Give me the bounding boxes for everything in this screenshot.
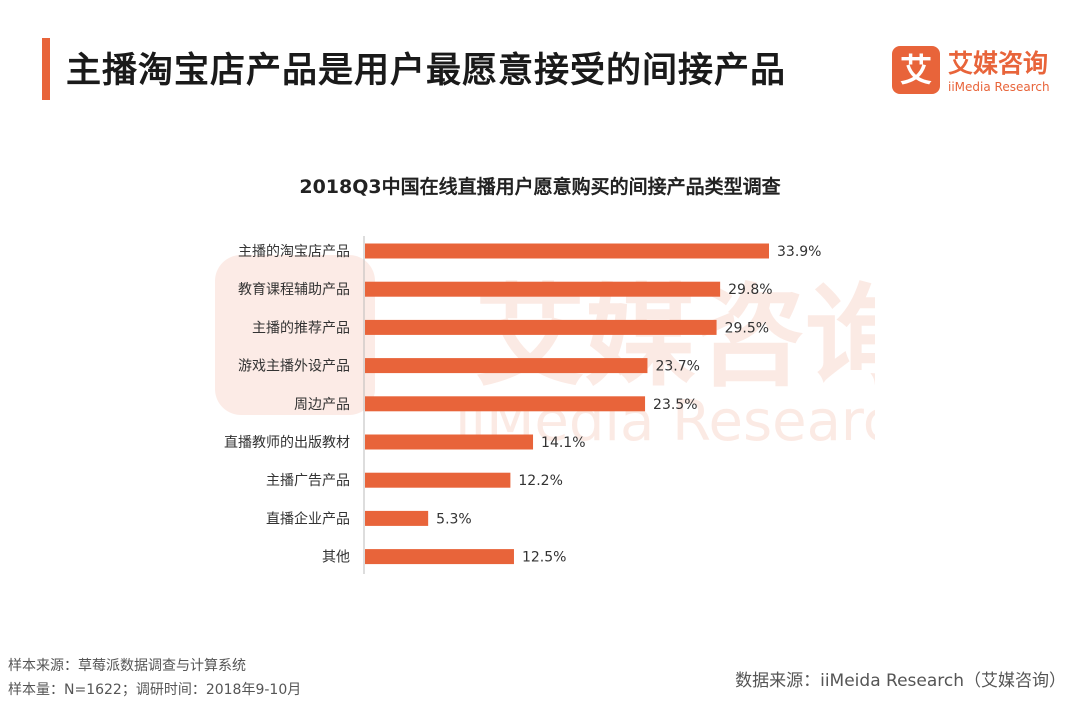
category-label: 其他: [322, 550, 350, 566]
value-label: 12.5%: [522, 550, 566, 566]
title-accent-bar: [42, 38, 50, 100]
bar: [365, 358, 648, 374]
bar: [365, 281, 721, 297]
category-label: 直播企业产品: [266, 510, 350, 527]
bar: [365, 396, 646, 412]
value-label: 5.3%: [436, 511, 472, 527]
value-label: 14.1%: [541, 435, 585, 451]
value-label: 12.2%: [518, 473, 562, 489]
category-label: 直播教师的出版教材: [224, 434, 350, 451]
category-label: 周边产品: [294, 397, 350, 413]
bar: [365, 319, 717, 335]
logo-name-en: iiMedia Research: [948, 80, 1050, 94]
logo-mark-icon: 艾: [892, 46, 940, 94]
bar: [365, 510, 429, 526]
footer-notes: 样本来源：草莓派数据调查与计算系统 样本量：N=1622；调研时间：2018年9…: [8, 654, 301, 702]
value-label: 33.9%: [777, 244, 821, 260]
bar: [365, 243, 769, 259]
logo-name-cn: 艾媒咨询: [948, 49, 1049, 78]
category-label: 游戏主播外设产品: [238, 359, 350, 375]
data-source: 数据来源：iiMeida Research（艾媒咨询）: [735, 671, 1066, 691]
value-label: 29.8%: [728, 282, 772, 298]
bar: [365, 434, 534, 450]
category-label: 主播广告产品: [266, 473, 350, 489]
bar: [365, 549, 514, 565]
page-title: 主播淘宝店产品是用户最愿意接受的间接产品: [66, 51, 787, 91]
category-label: 主播的淘宝店产品: [238, 244, 350, 260]
category-label: 教育课程辅助产品: [238, 282, 350, 298]
value-label: 23.7%: [655, 359, 699, 375]
category-label: 主播的推荐产品: [252, 320, 350, 336]
brand-logo: 艾 艾媒咨询 iiMedia Research: [892, 44, 1062, 98]
sample-source: 样本来源：草莓派数据调查与计算系统: [8, 658, 246, 674]
value-label: 23.5%: [653, 397, 697, 413]
chart-title: 2018Q3中国在线直播用户愿意购买的间接产品类型调查: [299, 176, 781, 198]
watermark: 艾媒咨询 iiMedia Research: [215, 255, 875, 454]
bars-group: 主播的淘宝店产品 33.9% 教育课程辅助产品 29.8% 主播的推荐产品 29.5% 游戏…: [224, 243, 821, 566]
bar: [365, 472, 511, 488]
value-label: 29.5%: [725, 320, 769, 336]
sample-info: 样本量：N=1622；调研时间：2018年9-10月: [8, 682, 302, 698]
